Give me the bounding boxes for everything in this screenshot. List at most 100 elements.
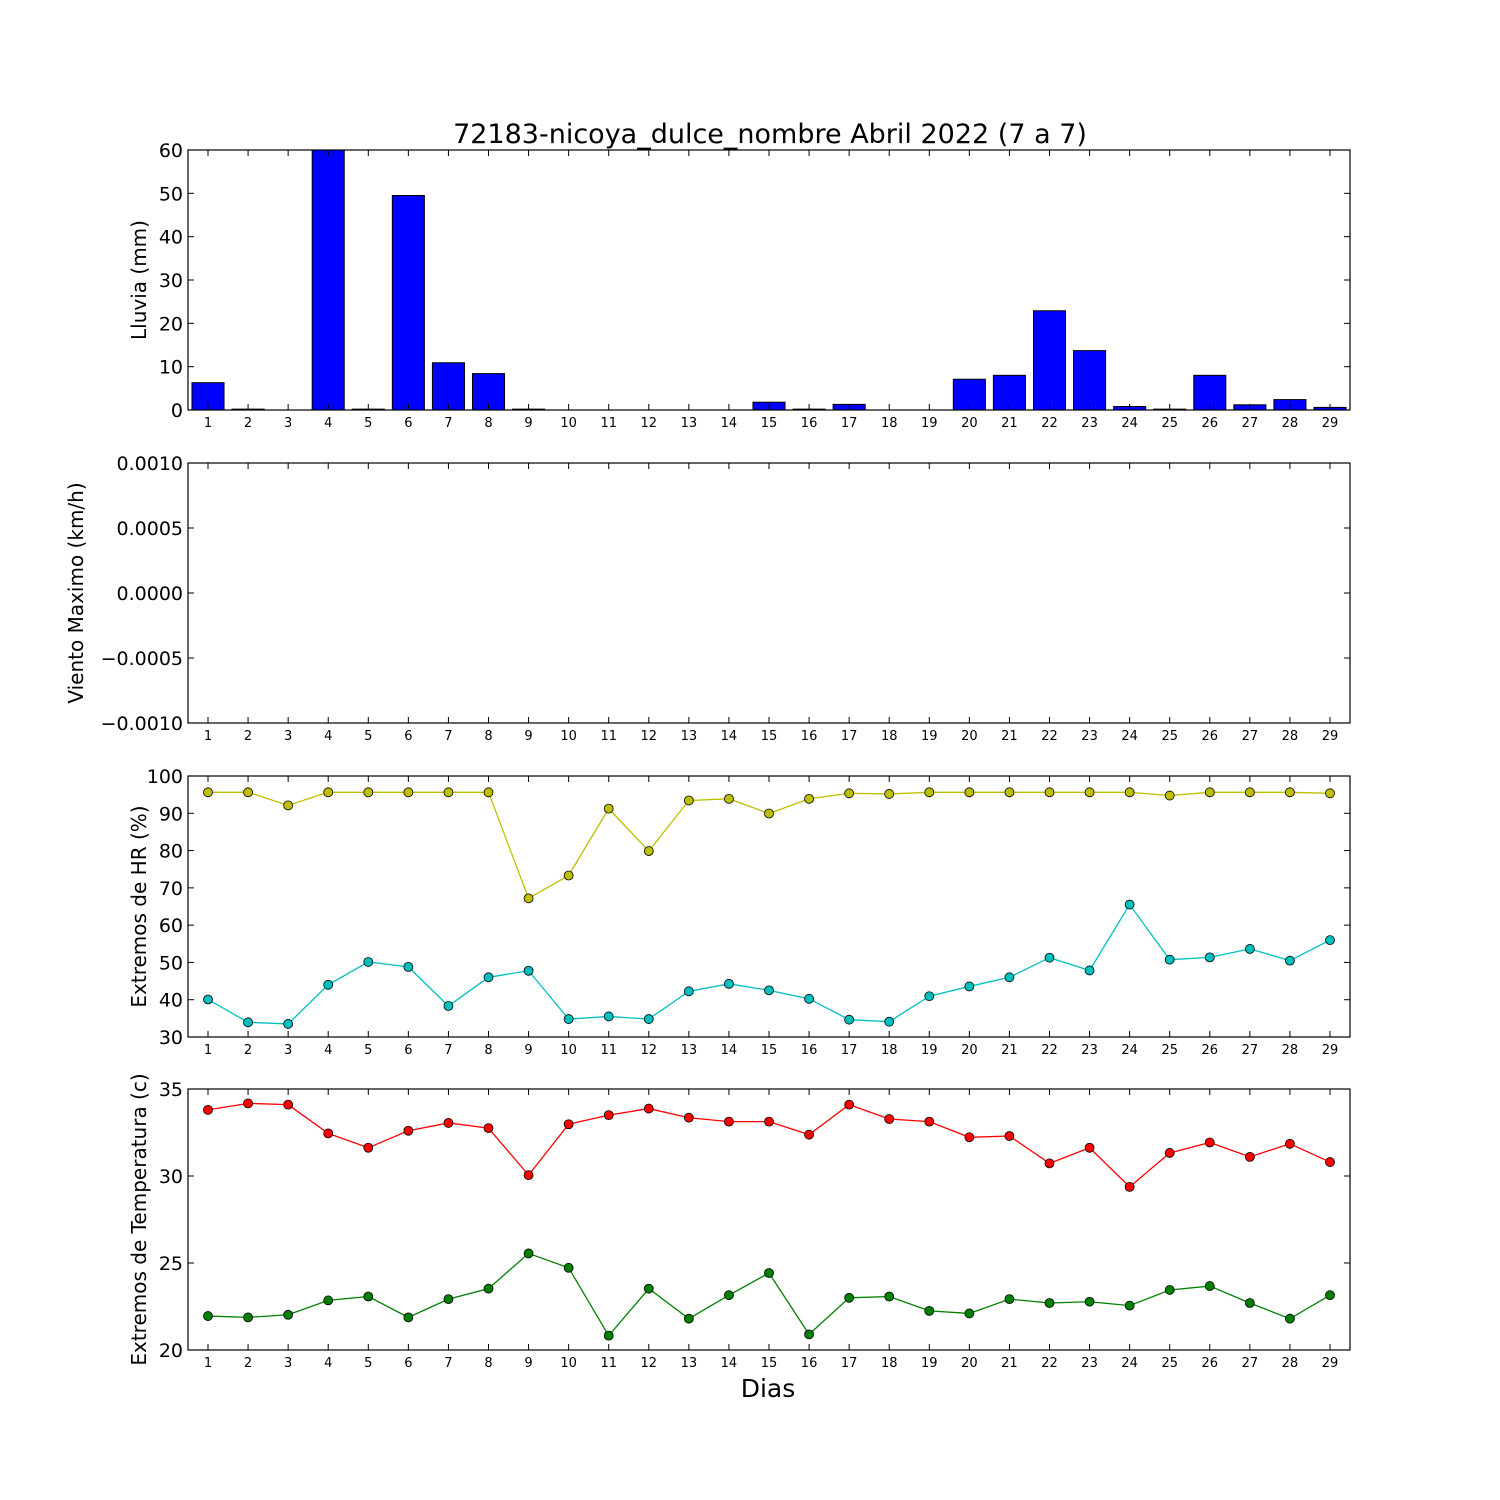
humidity-series-1-point <box>443 787 454 798</box>
humidity-series-2-point <box>323 979 334 990</box>
rain-xtick-label: 15 <box>761 416 778 431</box>
rain-xtick-label: 5 <box>364 416 372 431</box>
temperature-xtick-label: 28 <box>1282 1356 1299 1371</box>
humidity-xtick-label: 21 <box>1001 1043 1018 1058</box>
temperature-series-2-point <box>724 1290 734 1301</box>
humidity-series-2-point <box>764 985 774 996</box>
temperature-series-2-point <box>283 1309 294 1320</box>
humidity-series-2-point <box>243 1017 253 1028</box>
wind-xtick-label: 12 <box>641 729 658 744</box>
temperature-xtick-label: 2 <box>244 1356 252 1371</box>
rain-xtick-label: 11 <box>600 416 617 431</box>
humidity-series-1-point <box>1164 790 1175 801</box>
temperature-xtick-label: 8 <box>484 1356 492 1371</box>
humidity-xtick-label: 12 <box>641 1043 658 1058</box>
temperature-series-2-point <box>884 1291 895 1302</box>
humidity-xtick-label: 20 <box>961 1043 978 1058</box>
wind-xtick-label: 15 <box>761 729 778 744</box>
temperature-series-1-point <box>1004 1131 1015 1141</box>
wind-xtick-label: 1 <box>204 729 212 744</box>
humidity-series-2-point <box>1285 955 1295 966</box>
temperature-series-1-point <box>363 1142 374 1153</box>
temperature-xtick-label: 11 <box>600 1356 617 1371</box>
rain-xtick-label: 8 <box>484 416 492 431</box>
rain-xtick-label: 7 <box>444 416 452 431</box>
temperature-xtick-label: 19 <box>921 1356 938 1371</box>
rain-xtick-label: 1 <box>204 416 212 431</box>
rain-xtick-label: 20 <box>961 416 978 431</box>
humidity-xtick-label: 15 <box>761 1043 778 1058</box>
wind-xtick-label: 17 <box>841 729 858 744</box>
temperature-series-2-point <box>924 1305 935 1316</box>
temperature-xtick-label: 12 <box>641 1356 658 1371</box>
temperature-ytick-label: 25 <box>159 1253 183 1275</box>
temperature-series-1-point <box>603 1110 614 1120</box>
humidity-series-1-point <box>924 787 935 798</box>
temperature-xtick-label: 17 <box>841 1356 858 1371</box>
temperature-series-2-point <box>203 1311 213 1321</box>
temperature-series-2-point <box>1164 1285 1175 1295</box>
rain-xtick-label: 26 <box>1202 416 1219 431</box>
wind-xtick-label: 8 <box>484 729 492 744</box>
rain-xtick-label: 22 <box>1041 416 1058 431</box>
humidity-xtick-label: 5 <box>364 1043 372 1058</box>
humidity-xtick-label: 8 <box>484 1043 492 1058</box>
rain-ytick-label: 10 <box>159 357 183 379</box>
humidity-xtick-label: 26 <box>1202 1043 1219 1058</box>
humidity-series-1-point <box>884 789 895 799</box>
humidity-series-2-point <box>563 1014 574 1024</box>
humidity-xtick-label: 23 <box>1081 1043 1098 1058</box>
temperature-ytick-label: 30 <box>159 1166 183 1188</box>
humidity-series-1-point <box>1244 787 1255 798</box>
wind-xtick-label: 27 <box>1242 729 1259 744</box>
humidity-ytick-label: 40 <box>159 990 183 1012</box>
rain-xtick-label: 9 <box>524 416 532 431</box>
temperature-series-1-point <box>844 1099 855 1110</box>
humidity-series-2-point <box>1124 899 1135 910</box>
humidity-series-1-point <box>764 808 774 819</box>
temperature-xtick-label: 18 <box>881 1356 898 1371</box>
temperature-xtick-label: 7 <box>444 1356 452 1371</box>
rain-y-axis-label: Lluvia (mm) <box>127 220 151 340</box>
humidity-series-2-point <box>363 957 374 967</box>
humidity-xtick-label: 19 <box>921 1043 938 1058</box>
temperature-xtick-label: 24 <box>1121 1356 1138 1371</box>
temperature-xtick-label: 16 <box>801 1356 818 1371</box>
temperature-series-1-point <box>804 1129 814 1140</box>
humidity-xtick-label: 13 <box>681 1043 698 1058</box>
temperature-xtick-label: 15 <box>761 1356 778 1371</box>
temperature-series-1-point <box>1084 1142 1095 1153</box>
temperature-xtick-label: 9 <box>524 1356 532 1371</box>
rain-xtick-label: 3 <box>284 416 292 431</box>
wind-xtick-label: 13 <box>681 729 698 744</box>
humidity-ytick-label: 90 <box>159 803 183 825</box>
temperature-series-1-point <box>1044 1158 1055 1169</box>
humidity-series-2-point <box>283 1019 294 1029</box>
humidity-series-2-point <box>403 961 414 972</box>
humidity-series-2-point <box>924 991 935 1002</box>
wind-xtick-label: 5 <box>364 729 372 744</box>
humidity-series-2-point <box>964 981 975 992</box>
humidity-series-1-point <box>804 793 814 804</box>
humidity-xtick-label: 22 <box>1041 1043 1058 1058</box>
temperature-series-2-point <box>1004 1294 1015 1305</box>
humidity-series-2-point <box>724 978 734 989</box>
humidity-series-2-point <box>443 1001 454 1011</box>
temperature-xtick-label: 13 <box>681 1356 698 1371</box>
rain-xtick-label: 13 <box>681 416 698 431</box>
chart-title: 72183-nicoya_dulce_nombre Abril 2022 (7 … <box>453 119 1087 150</box>
humidity-xtick-label: 9 <box>524 1043 532 1058</box>
humidity-series-1-line <box>208 791 1331 900</box>
humidity-xtick-label: 1 <box>204 1043 212 1058</box>
rain-xtick-label: 29 <box>1322 416 1339 431</box>
humidity-series-2-point <box>844 1014 855 1025</box>
rain-bar <box>471 373 506 411</box>
humidity-series-1-point <box>363 787 374 798</box>
rain-xtick-label: 14 <box>721 416 738 431</box>
humidity-series-2-point <box>523 965 534 976</box>
temperature-ytick-label: 35 <box>159 1079 183 1101</box>
humidity-series-2-point <box>1164 954 1175 965</box>
wind-xtick-label: 6 <box>404 729 412 744</box>
temperature-series-2-point <box>323 1295 334 1306</box>
